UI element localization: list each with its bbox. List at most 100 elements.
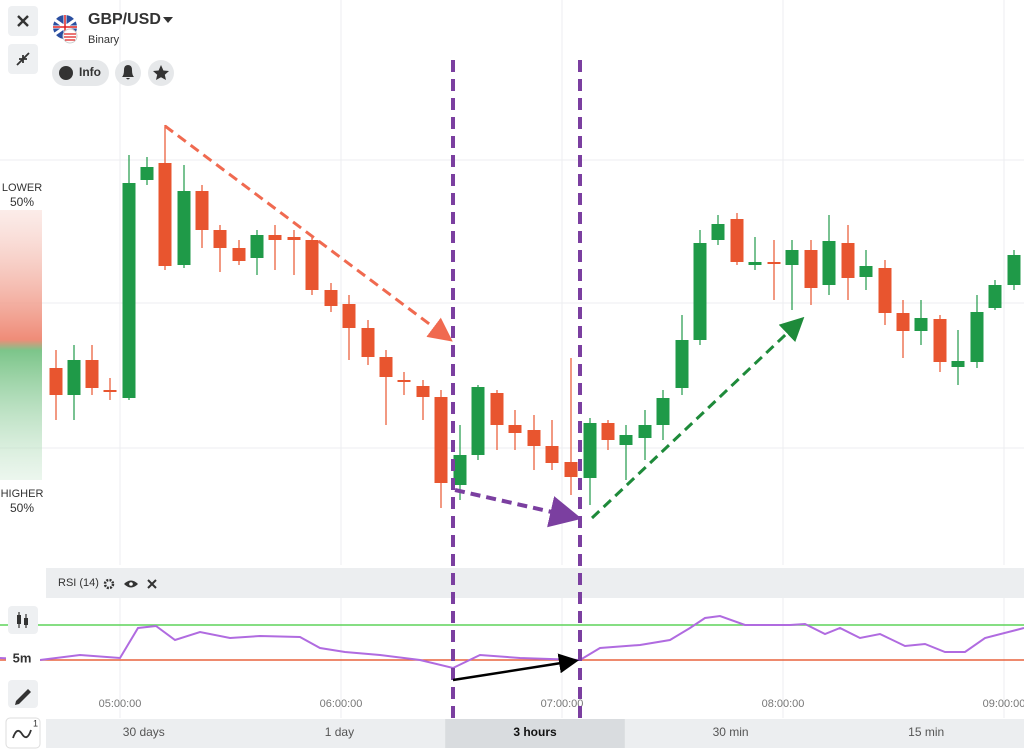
annotation-arrow-up xyxy=(590,316,805,520)
candle-body xyxy=(140,167,154,180)
period-button[interactable]: 30 min xyxy=(713,725,749,739)
rsi-settings[interactable] xyxy=(103,578,115,590)
candle-body xyxy=(583,423,597,478)
candle-body xyxy=(822,241,836,285)
candle-body xyxy=(767,262,781,264)
indicators-icon xyxy=(12,729,32,739)
candle-body xyxy=(287,237,301,240)
annotation-arrow-down xyxy=(164,124,453,342)
candle-body xyxy=(619,435,633,445)
candle-body xyxy=(1007,255,1021,285)
rsi-line xyxy=(0,614,1024,670)
candle-body xyxy=(361,328,375,357)
asset-type: Binary xyxy=(88,34,120,46)
candle-body xyxy=(601,423,615,440)
candle-body xyxy=(878,268,892,313)
chart-type-body xyxy=(24,618,28,625)
asset-title[interactable]: GBP/USD xyxy=(88,11,161,28)
info-icon xyxy=(59,66,73,80)
candle-body xyxy=(693,243,707,340)
candle-body xyxy=(711,224,725,240)
info-glyph: i xyxy=(65,69,68,80)
rsi-title: RSI (14) xyxy=(58,577,99,589)
flag-us xyxy=(62,28,78,44)
candle-body xyxy=(434,397,448,483)
time-label: 07:00:00 xyxy=(541,698,584,710)
candle-body xyxy=(748,262,762,265)
period-button[interactable]: 1 day xyxy=(325,725,354,739)
annotation-rsi-arrow xyxy=(452,653,579,682)
candle-body xyxy=(988,285,1002,308)
rsi-remove[interactable] xyxy=(147,579,157,589)
candle-body xyxy=(785,250,799,265)
period-list: 30 days 1 day 3 hours 30 min 15 min xyxy=(123,719,944,748)
candle-body xyxy=(471,387,485,455)
close-icon xyxy=(17,15,29,27)
candle-body xyxy=(416,386,430,397)
period-button[interactable]: 30 days xyxy=(123,725,165,739)
candle-body xyxy=(177,191,191,265)
lower-value: 50% xyxy=(10,195,34,209)
rsi-visibility-pupil xyxy=(129,582,133,586)
asset-caret[interactable] xyxy=(163,17,173,23)
candle-body xyxy=(103,390,117,392)
indicators-button[interactable] xyxy=(5,717,41,749)
candle-body xyxy=(859,266,873,277)
candle-body xyxy=(914,318,928,331)
candle-body xyxy=(841,243,855,278)
candle-body xyxy=(49,368,63,395)
candle-body xyxy=(232,248,246,261)
candle-body xyxy=(638,425,652,438)
info-label: Info xyxy=(79,65,101,79)
period-selected xyxy=(445,719,625,748)
candle-body xyxy=(896,313,910,331)
time-label: 09:00:00 xyxy=(983,698,1024,710)
candle-body xyxy=(730,219,744,262)
period-button[interactable]: 3 hours xyxy=(513,725,557,739)
time-label: 06:00:00 xyxy=(320,698,363,710)
candle-body xyxy=(970,312,984,362)
period-button[interactable]: 15 min xyxy=(908,725,944,739)
candle-body xyxy=(804,250,818,288)
bell-icon xyxy=(122,65,134,80)
candle-body xyxy=(933,319,947,362)
candle-body xyxy=(397,380,411,382)
candle-body xyxy=(67,360,81,395)
candle-body xyxy=(675,340,689,388)
candle-body xyxy=(656,398,670,425)
candle-body xyxy=(527,430,541,446)
lower-label: LOWER xyxy=(2,182,42,194)
pencil-icon xyxy=(15,689,31,705)
timeframe-button[interactable] xyxy=(6,645,40,671)
time-label: 05:00:00 xyxy=(99,698,142,710)
collapse-icon xyxy=(16,52,30,66)
candle-body xyxy=(951,361,965,367)
flag-us-stripes xyxy=(64,33,76,41)
candle-body xyxy=(508,425,522,433)
chart-type-button[interactable] xyxy=(8,606,38,634)
higher-value: 50% xyxy=(10,501,34,515)
candle-body xyxy=(342,304,356,328)
candle-body xyxy=(545,446,559,463)
time-axis: 05:00:00 06:00:00 07:00:00 08:00:00 09:0… xyxy=(99,698,1024,710)
rsi-header xyxy=(46,568,1024,598)
star-icon xyxy=(153,65,169,80)
candle-body xyxy=(268,235,282,240)
indicators-count: 1 xyxy=(33,718,38,728)
candle-body xyxy=(324,290,338,306)
candle-body xyxy=(85,360,99,388)
chart-type-body xyxy=(17,615,21,624)
time-label: 08:00:00 xyxy=(762,698,805,710)
candle-body xyxy=(158,163,172,266)
candle-body xyxy=(122,183,136,398)
annotation-arrow-side xyxy=(454,488,582,528)
price-grid xyxy=(0,0,1024,565)
candle-body xyxy=(305,240,319,290)
candle-body xyxy=(490,393,504,425)
candle-body xyxy=(453,455,467,485)
candle-body xyxy=(250,235,264,258)
candle-body xyxy=(195,191,209,230)
timeframe-label: 5m xyxy=(13,650,32,665)
candle-body xyxy=(564,462,578,477)
